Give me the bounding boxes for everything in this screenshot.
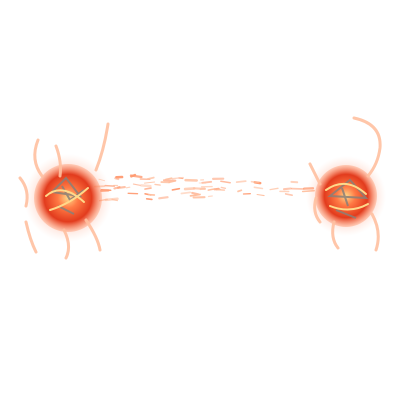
spark-particle (145, 198, 153, 201)
spark-particle (253, 186, 264, 190)
spark-particle (125, 186, 131, 189)
spark-particle (207, 195, 213, 198)
spark-particle (216, 188, 222, 191)
spark-particle (284, 193, 293, 197)
spark-particle (189, 193, 201, 197)
spark-particle (235, 180, 247, 184)
spark-particle (171, 176, 184, 180)
spark-particle (144, 187, 152, 190)
fire-orb-left (18, 122, 112, 260)
spark-particle (183, 187, 196, 191)
spark-particle (129, 174, 143, 179)
spark-particle (165, 177, 173, 181)
spark-particle (256, 193, 265, 197)
spark-particle (113, 186, 121, 190)
spark-particle (140, 184, 152, 188)
spark-particle (178, 177, 184, 180)
flare-tendrils (308, 116, 382, 252)
fire-orb-right (306, 116, 386, 252)
spark-particle (114, 177, 120, 181)
spark-particle (146, 176, 155, 180)
spark-particle (207, 188, 216, 191)
spark-particle (220, 180, 231, 184)
spark-particle (180, 191, 192, 195)
spark-particle (282, 187, 292, 191)
spark-particle (191, 191, 200, 196)
spark-particle (154, 183, 161, 186)
spark-particle (111, 198, 119, 202)
spark-particle (132, 183, 141, 186)
spark-particle (192, 187, 206, 190)
flare-tendrils (18, 122, 110, 260)
spark-particle (237, 189, 243, 193)
spark-particle (144, 181, 156, 184)
spark-particle (220, 186, 227, 190)
spark-particle (250, 180, 260, 184)
spark-particle (269, 187, 279, 191)
spark-particle (171, 187, 181, 191)
spark-particle (158, 196, 169, 200)
